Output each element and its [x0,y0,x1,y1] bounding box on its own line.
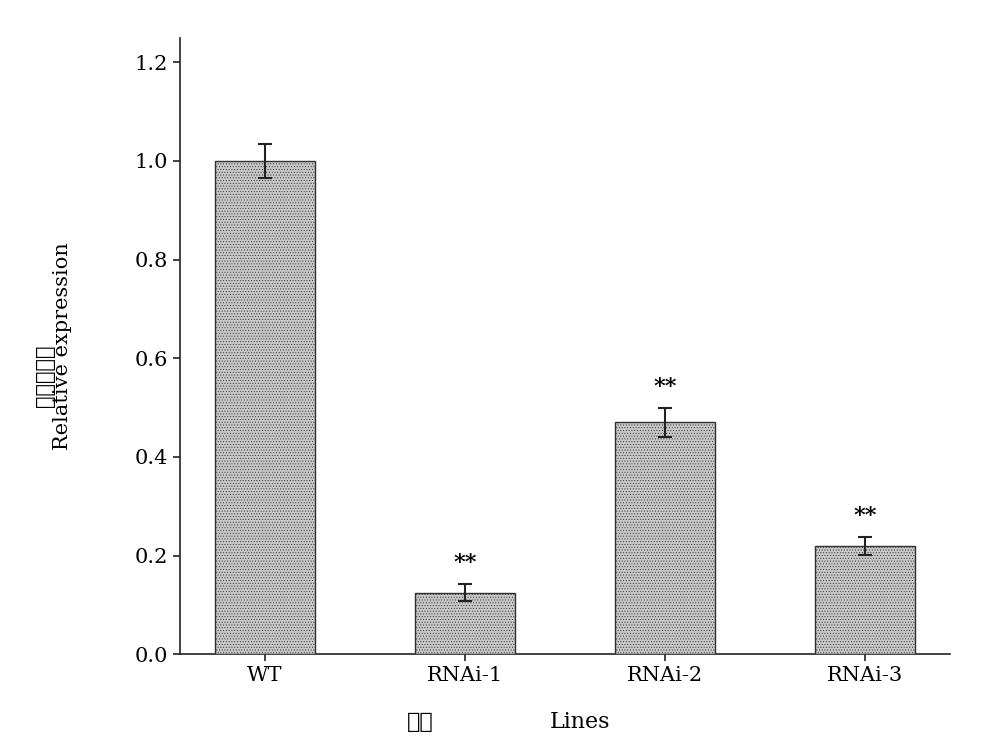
Text: 相对表达量: 相对表达量 [35,344,55,408]
Text: **: ** [653,376,677,398]
Text: Lines: Lines [550,711,610,733]
Bar [415,593,515,654]
Y-axis label: Relative expression: Relative expression [53,242,72,450]
Bar [615,423,715,654]
Text: 株系: 株系 [407,712,433,732]
Text: **: ** [453,552,477,574]
Bar [815,546,915,654]
Text: **: ** [853,505,877,527]
Bar [215,161,315,654]
